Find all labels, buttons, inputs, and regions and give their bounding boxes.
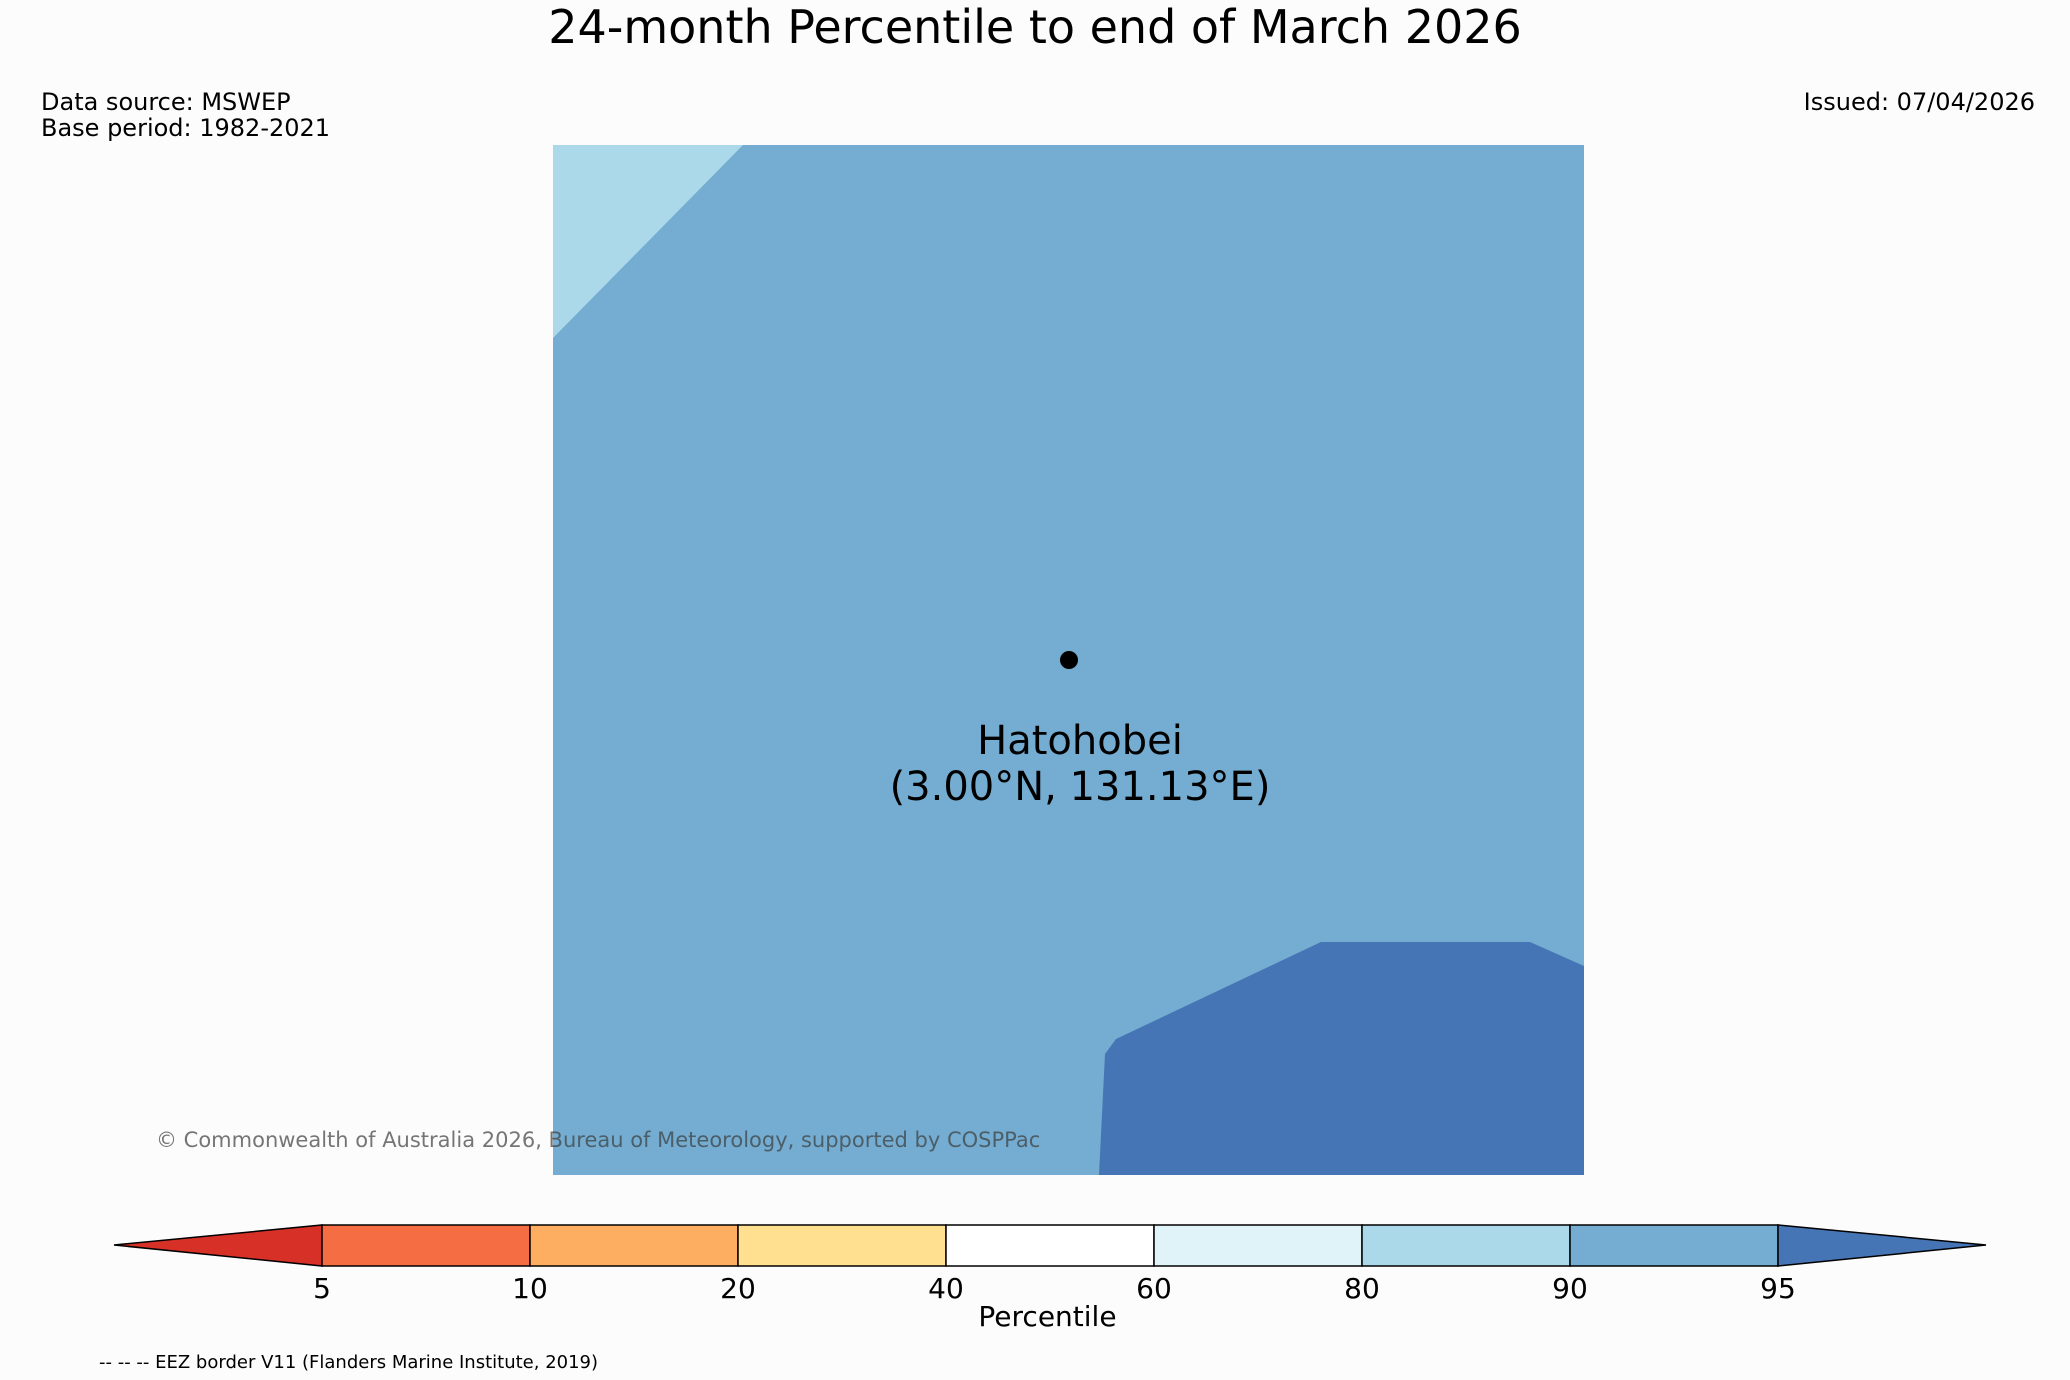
colorbar-band-20-40 xyxy=(737,1224,947,1267)
colorbar-tick: 20 xyxy=(720,1272,756,1305)
region-above-95 xyxy=(1099,942,1584,1175)
copyright-notice: © Commonwealth of Australia 2026, Bureau… xyxy=(156,1128,1041,1152)
base-period: Base period: 1982-2021 xyxy=(41,114,331,142)
colorbar-tick: 80 xyxy=(1344,1272,1380,1305)
page-title: 24-month Percentile to end of March 2026 xyxy=(548,0,1522,54)
data-info: Data source: MSWEP Base period: 1982-202… xyxy=(41,89,330,141)
colorbar-band-40-60 xyxy=(945,1224,1155,1267)
colorbar-band-80-90 xyxy=(1361,1224,1571,1267)
colorbar-band-60-80 xyxy=(1153,1224,1363,1267)
location-marker xyxy=(1060,651,1078,669)
colorbar-tick: 60 xyxy=(1136,1272,1172,1305)
colorbar-tick: 5 xyxy=(313,1272,331,1305)
eez-footnote: -- -- -- EEZ border V11 (Flanders Marine… xyxy=(99,1352,599,1373)
colorbar-tick: 90 xyxy=(1552,1272,1588,1305)
location-label: Hatohobei (3.00°N, 131.13°E) xyxy=(0,718,2070,810)
colorbar-tick: 40 xyxy=(928,1272,964,1305)
region-80-90 xyxy=(553,145,743,338)
colorbar-band-5-10 xyxy=(321,1224,531,1267)
location-coords: (3.00°N, 131.13°E) xyxy=(889,764,1271,810)
colorbar-tick: 10 xyxy=(512,1272,548,1305)
colorbar-band-90-95 xyxy=(1569,1224,1779,1267)
colorbar-extend-high xyxy=(1777,1224,1987,1267)
colorbar: 5 10 20 40 60 80 90 95 xyxy=(0,1214,2070,1334)
colorbar-extend-low xyxy=(113,1224,323,1267)
data-source: Data source: MSWEP xyxy=(41,88,291,116)
location-name: Hatohobei xyxy=(977,718,1183,764)
colorbar-label: Percentile xyxy=(978,1300,1117,1333)
colorbar-band-10-20 xyxy=(529,1224,739,1267)
colorbar-tick: 95 xyxy=(1760,1272,1796,1305)
issued-date: Issued: 07/04/2026 xyxy=(1803,88,2035,116)
map-panel xyxy=(553,145,1584,1175)
